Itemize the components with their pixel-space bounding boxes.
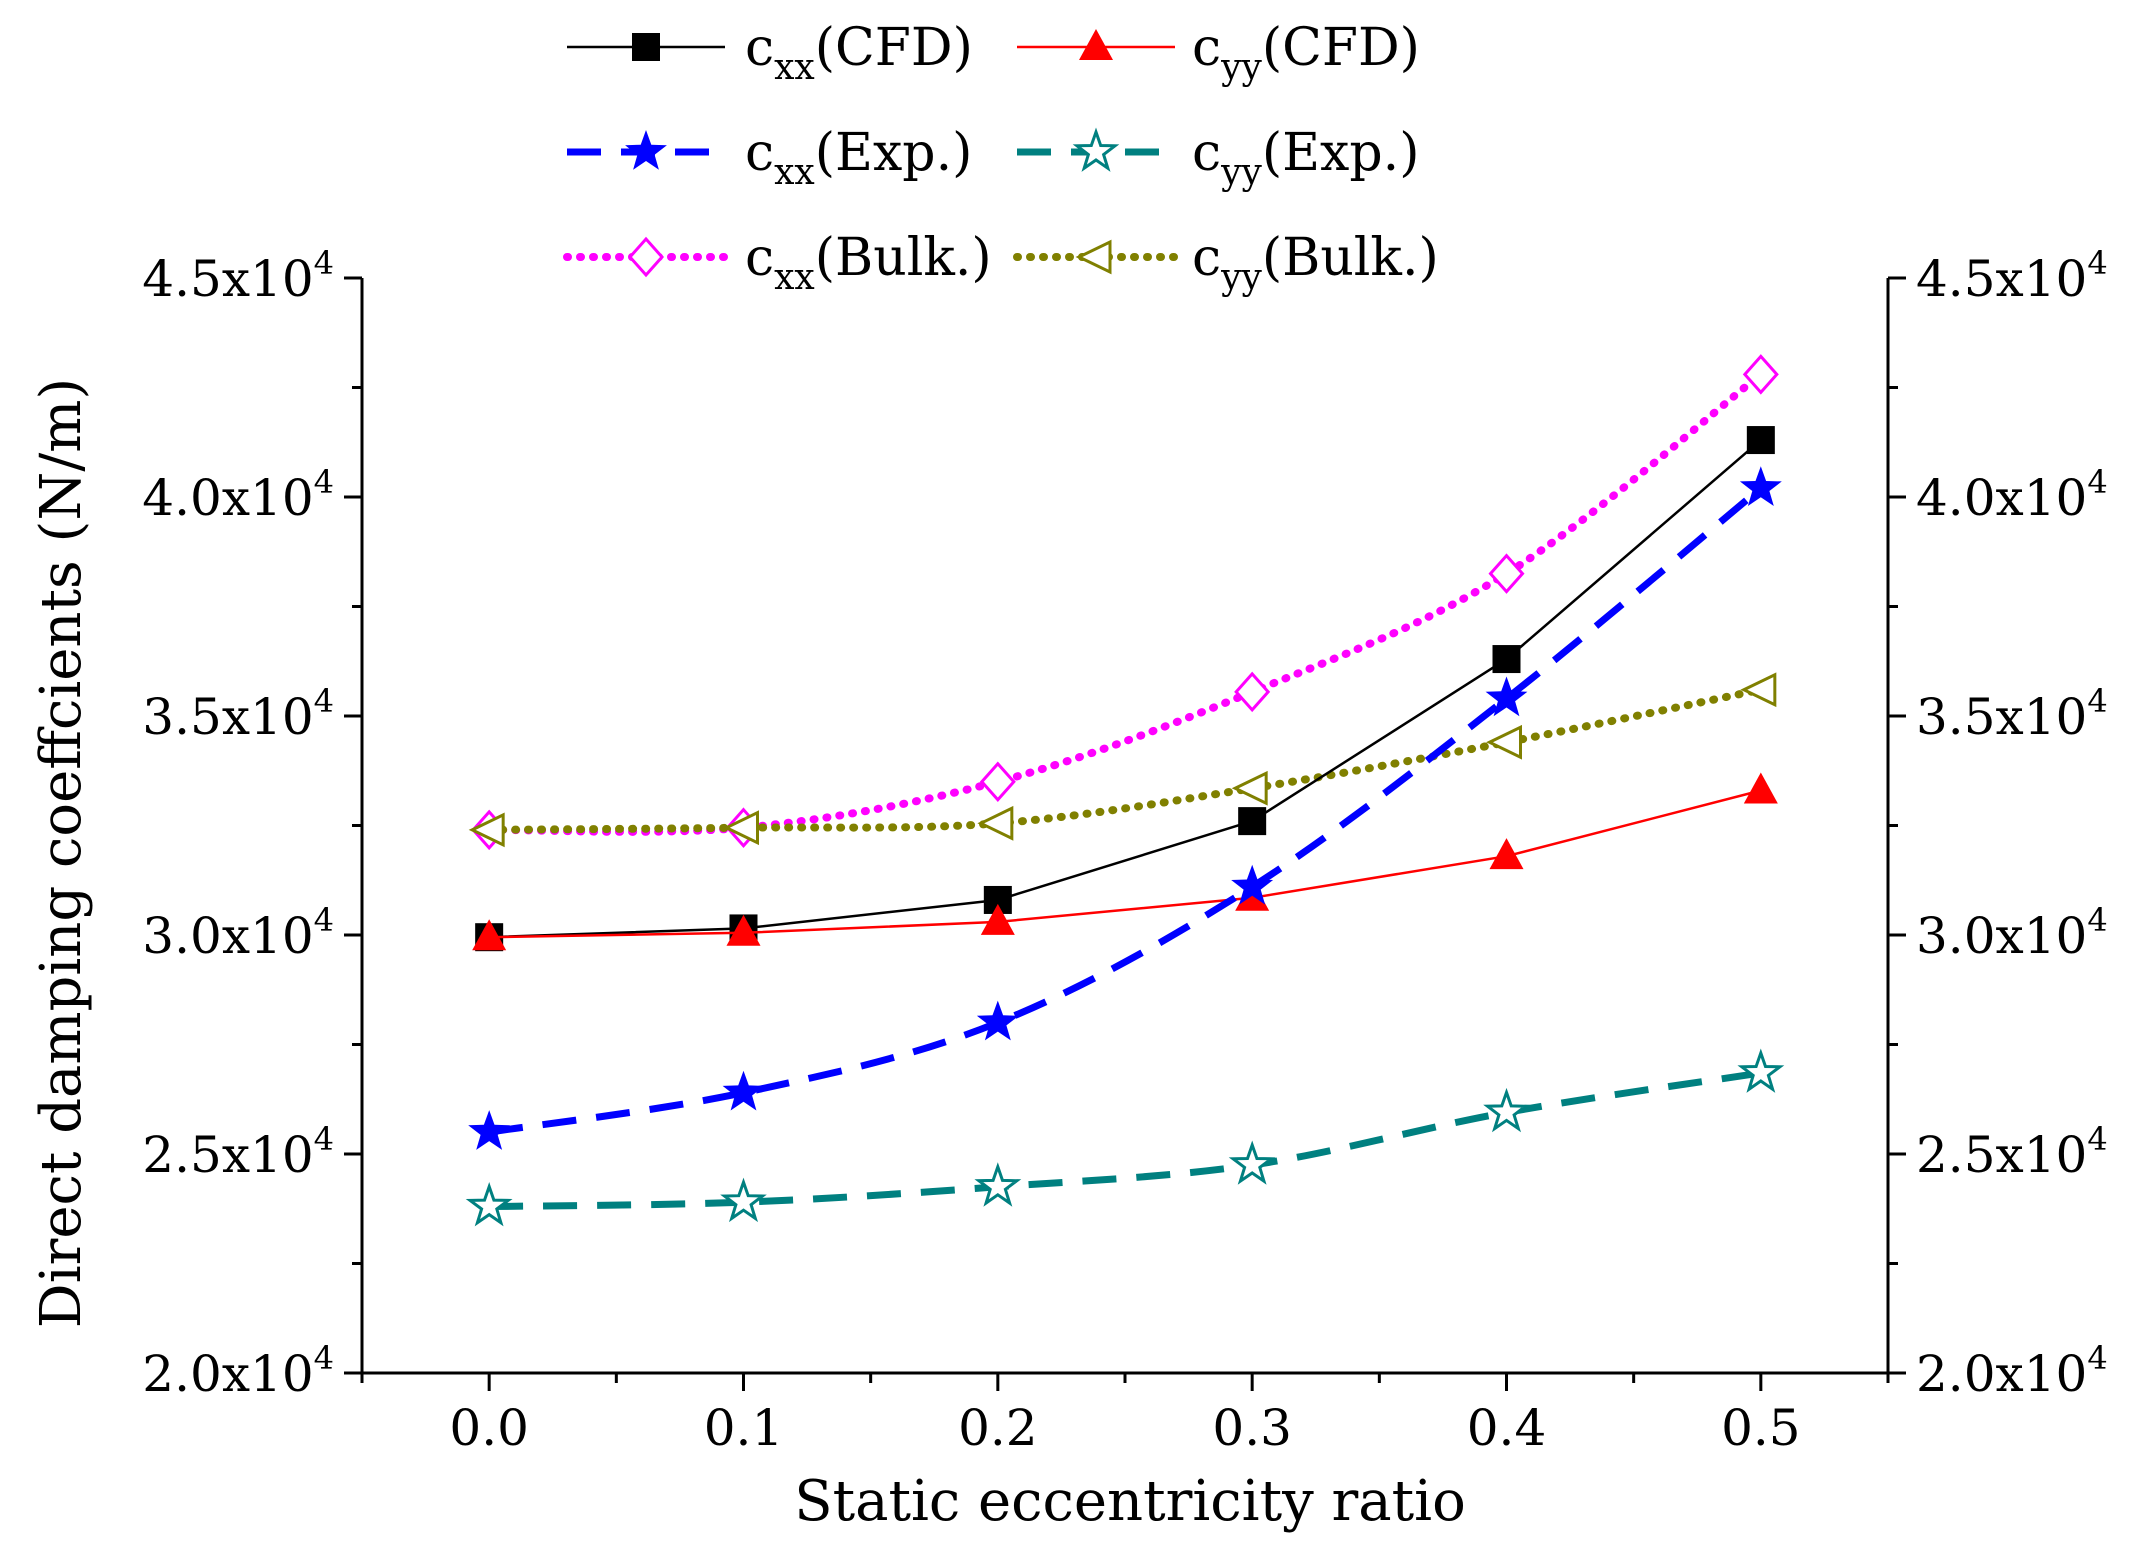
y-right-tick-label: 3.0x104	[1916, 901, 2108, 965]
x-axis: 0.0 0.1 0.2 0.3 0.4 0.5	[360, 1373, 1890, 1457]
y-left-tick-label: 2.0x104	[142, 1339, 334, 1403]
y-left-tick-label: 2.5x104	[142, 1120, 334, 1184]
data-point	[1740, 672, 1777, 708]
data-point	[722, 1070, 765, 1111]
data-point	[1234, 671, 1271, 713]
legend-marker	[1075, 239, 1112, 275]
data-point	[1238, 807, 1267, 836]
data-point	[465, 1182, 513, 1227]
data-point	[1737, 1048, 1785, 1093]
data-point	[1485, 676, 1528, 717]
legend-item: cxx(Bulk.)	[563, 228, 992, 298]
series-line	[489, 1069, 1762, 1211]
y-right-tick-label: 2.0x104	[1916, 1339, 2108, 1403]
plot-frame	[360, 278, 1890, 1375]
data-point	[1231, 770, 1268, 806]
data-point	[1739, 466, 1782, 506]
data-point	[468, 812, 505, 848]
x-tick-label: 0.5	[1721, 1399, 1801, 1457]
legend-item: cxx(CFD)	[567, 18, 973, 88]
series-layer	[465, 354, 1785, 1227]
x-tick-label: 0.4	[1467, 1399, 1547, 1457]
data-point	[1489, 838, 1524, 870]
series-cyy(CFD)	[472, 772, 1778, 951]
legend-item: cyy(Exp.)	[1017, 123, 1420, 193]
data-point	[1228, 1140, 1276, 1185]
series-cyy(Exp.)	[465, 1048, 1785, 1227]
data-point	[1743, 772, 1778, 804]
legend-label: cxx(Exp.)	[745, 123, 972, 193]
legend: cxx(CFD) cyy(CFD) cxx(Exp.) cyy(Exp.) cxx(Bu…	[563, 18, 1439, 298]
data-point	[723, 810, 759, 846]
data-point	[979, 761, 1016, 802]
y-left-tick-label: 4.0x104	[142, 463, 334, 527]
data-point	[974, 1162, 1022, 1207]
series-cxx(CFD)	[475, 426, 1775, 952]
y-left-tick-label: 3.0x104	[142, 901, 334, 965]
legend-label: cyy(Bulk.)	[1192, 228, 1439, 298]
data-point	[472, 919, 507, 951]
y-right-tick-label: 4.0x104	[1916, 463, 2108, 527]
legend-marker	[625, 130, 667, 170]
x-tick-label: 0.3	[1212, 1399, 1292, 1457]
y-right-tick-label: 4.5x104	[1916, 244, 2108, 308]
y-axis-left: 2.0x104 2.5x104 3.0x104 3.5x104 4.0x104 4.5x1…	[142, 244, 362, 1403]
legend-item: cyy(Bulk.)	[1013, 228, 1439, 298]
series-line	[488, 485, 1764, 1136]
data-point	[726, 914, 761, 946]
series-line	[489, 789, 1762, 939]
data-point	[1488, 553, 1525, 594]
series-cyy(Bulk.)	[468, 672, 1777, 848]
data-point	[468, 1110, 511, 1150]
y-right-tick-label: 3.5x104	[1916, 682, 2108, 746]
y-axis-title: Direct damping coeffcients (N/m)	[29, 378, 94, 1328]
x-tick-label: 0.2	[958, 1399, 1038, 1457]
legend-label: cyy(Exp.)	[1192, 123, 1420, 193]
legend-label: cyy(CFD)	[1192, 18, 1420, 88]
data-point	[1486, 724, 1522, 760]
y-right-tick-label: 2.5x104	[1916, 1120, 2108, 1184]
series-line	[489, 439, 1762, 939]
series-cxx(Exp.)	[468, 466, 1782, 1150]
legend-item: cxx(Exp.)	[567, 123, 972, 193]
legend-marker	[1079, 29, 1113, 60]
legend-marker	[627, 236, 665, 278]
data-point	[980, 903, 1015, 935]
data-point	[976, 1000, 1019, 1041]
y-left-tick-label: 3.5x104	[142, 682, 334, 746]
y-left-tick-label: 4.5x104	[142, 244, 334, 308]
data-point	[1492, 645, 1521, 674]
data-point	[1231, 864, 1274, 905]
legend-marker	[1072, 127, 1120, 172]
x-tick-label: 0.1	[704, 1399, 784, 1457]
data-point	[720, 1177, 767, 1223]
series-cxx(Bulk.)	[471, 354, 1779, 851]
series-line	[485, 685, 1765, 834]
legend-label: cxx(CFD)	[745, 18, 973, 88]
x-tick-label: 0.0	[449, 1399, 529, 1457]
legend-label: cxx(Bulk.)	[745, 228, 992, 298]
y-axis-right: 2.0x104 2.5x104 3.0x104 3.5x104 4.0x104 4.5x1…	[1888, 244, 2108, 1403]
data-point	[1483, 1087, 1530, 1133]
legend-item: cyy(CFD)	[1017, 18, 1420, 88]
legend-marker	[632, 33, 660, 61]
x-axis-title: Static eccentricity ratio	[794, 1469, 1466, 1534]
data-point	[1746, 426, 1775, 455]
data-point	[1742, 354, 1779, 395]
data-point	[977, 805, 1014, 841]
